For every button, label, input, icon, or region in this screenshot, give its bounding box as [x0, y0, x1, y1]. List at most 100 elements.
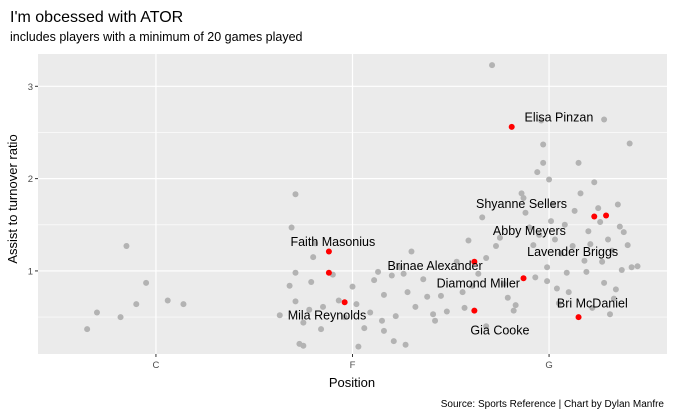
- data-point: [575, 159, 582, 166]
- data-point: [605, 236, 612, 243]
- data-point: [595, 205, 602, 212]
- y-axis-title: Assist to turnover ratio: [5, 134, 20, 263]
- data-point: [496, 234, 503, 241]
- data-point: [548, 218, 555, 225]
- data-point: [312, 240, 319, 247]
- data-point: [404, 289, 411, 296]
- data-point: [620, 229, 627, 236]
- data-point: [540, 141, 547, 148]
- data-point: [475, 270, 482, 277]
- data-point: [500, 280, 507, 287]
- data-point: [180, 301, 187, 308]
- data-point: [597, 219, 604, 225]
- data-point: [380, 291, 387, 298]
- data-point: [492, 243, 499, 249]
- data-point: [618, 267, 625, 273]
- highlight-point: [471, 258, 478, 265]
- data-point: [544, 264, 551, 271]
- point-label: Faith Masonius: [290, 235, 375, 249]
- chart-title: I'm obcessed with ATOR: [10, 9, 183, 26]
- data-point: [355, 343, 362, 350]
- data-point: [532, 274, 539, 281]
- point-label: Abby Meyers: [493, 224, 566, 238]
- data-point: [614, 201, 621, 208]
- data-point: [569, 243, 576, 249]
- data-point: [536, 231, 543, 238]
- data-point: [308, 279, 315, 285]
- chart-subtitle: includes players with a minimum of 20 ga…: [10, 30, 303, 44]
- point-label: Bri McDaniel: [557, 297, 628, 311]
- data-point: [577, 190, 584, 197]
- data-point: [84, 326, 91, 333]
- data-point: [390, 338, 397, 345]
- data-point: [353, 301, 360, 308]
- data-point: [469, 282, 476, 289]
- point-label: Shyanne Sellers: [476, 197, 567, 211]
- data-point: [300, 342, 307, 349]
- data-point: [402, 341, 409, 348]
- y-tick-label: 3: [28, 82, 33, 93]
- data-point: [388, 272, 395, 279]
- data-point: [396, 264, 403, 271]
- data-point: [432, 317, 439, 324]
- highlight-point: [341, 299, 348, 306]
- data-point: [563, 269, 570, 276]
- data-point: [610, 295, 617, 302]
- data-point: [624, 242, 631, 249]
- data-point: [561, 221, 568, 228]
- data-point: [93, 309, 100, 316]
- data-point: [612, 286, 619, 293]
- data-point: [585, 228, 592, 235]
- highlight-point: [591, 213, 598, 220]
- data-point: [534, 169, 541, 176]
- data-point: [424, 293, 431, 300]
- data-point: [544, 278, 551, 285]
- data-point: [520, 195, 527, 201]
- data-point: [459, 289, 466, 296]
- data-point: [375, 268, 382, 275]
- data-point: [581, 257, 588, 264]
- data-point: [437, 292, 444, 299]
- data-point: [510, 307, 517, 314]
- x-tick-label: G: [545, 360, 552, 371]
- data-point: [320, 303, 327, 310]
- data-point: [483, 323, 490, 330]
- data-point: [371, 277, 378, 284]
- point-label: Brinae Alexander: [387, 259, 482, 273]
- x-tick-label: C: [153, 360, 160, 371]
- data-point: [453, 258, 460, 265]
- data-point: [276, 312, 283, 319]
- data-point: [335, 297, 342, 304]
- data-point: [133, 301, 140, 308]
- data-point: [300, 319, 307, 326]
- data-point: [553, 285, 560, 292]
- data-point: [489, 62, 496, 69]
- y-tick-label: 2: [28, 174, 33, 185]
- data-point: [378, 317, 385, 324]
- highlight-point: [508, 123, 515, 130]
- data-point: [479, 214, 486, 221]
- data-point: [540, 159, 547, 166]
- data-point: [286, 282, 293, 289]
- highlight-point: [520, 275, 527, 282]
- data-point: [518, 190, 525, 197]
- data-point: [123, 243, 130, 249]
- data-point: [599, 258, 606, 265]
- point-label: Mila Reynolds: [288, 309, 367, 323]
- data-point: [412, 303, 419, 310]
- data-point: [626, 140, 633, 147]
- data-point: [606, 311, 613, 318]
- data-point: [367, 309, 374, 316]
- data-point: [628, 264, 635, 271]
- data-point: [571, 207, 578, 214]
- data-point: [583, 268, 590, 275]
- highlight-point: [603, 212, 610, 219]
- data-point: [380, 327, 387, 334]
- chart-caption: Source: Sports Reference | Chart by Dyla…: [441, 399, 665, 410]
- highlight-point: [471, 307, 478, 314]
- data-point: [361, 325, 368, 332]
- data-point: [538, 117, 545, 124]
- data-point: [288, 224, 295, 231]
- x-axis-title: Position: [329, 375, 375, 390]
